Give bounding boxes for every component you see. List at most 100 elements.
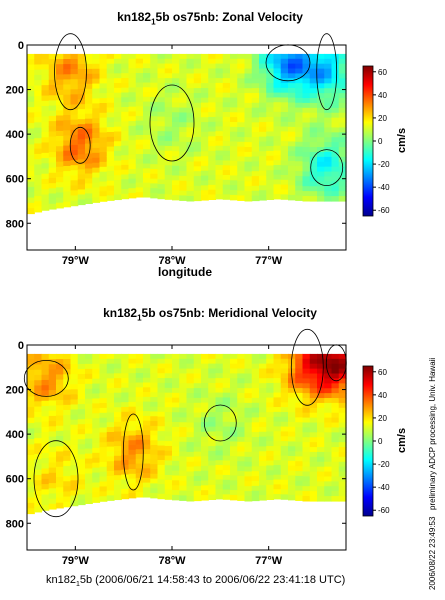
chart-title-meridional: kn18215b os75nb: Meridional Velocity bbox=[103, 306, 317, 323]
velocity-cell bbox=[244, 442, 253, 448]
velocity-cell bbox=[338, 112, 347, 119]
velocity-cell bbox=[27, 359, 35, 366]
y-tick-label: 200 bbox=[6, 385, 24, 397]
velocity-cell bbox=[157, 435, 166, 442]
velocity-cell bbox=[92, 83, 101, 90]
velocity-cell bbox=[244, 466, 253, 473]
velocity-cell bbox=[179, 456, 188, 462]
velocity-cell bbox=[251, 358, 260, 365]
velocity-cell bbox=[266, 363, 275, 370]
velocity-cell bbox=[99, 171, 108, 178]
velocity-cell bbox=[77, 63, 86, 70]
velocity-cell bbox=[150, 387, 159, 393]
velocity-cell bbox=[143, 168, 151, 174]
velocity-cell bbox=[295, 190, 304, 197]
velocity-cell bbox=[150, 488, 159, 494]
velocity-cell bbox=[302, 388, 311, 394]
velocity-cell bbox=[70, 384, 79, 390]
velocity-cell bbox=[85, 418, 93, 425]
velocity-cell bbox=[106, 112, 115, 118]
velocity-cell bbox=[70, 53, 79, 60]
velocity-cell bbox=[143, 120, 151, 127]
velocity-cell bbox=[266, 141, 275, 147]
velocity-cell bbox=[324, 166, 333, 173]
velocity-cell bbox=[41, 79, 50, 86]
velocity-cell bbox=[164, 87, 173, 94]
velocity-cell bbox=[63, 420, 72, 426]
velocity-cell bbox=[244, 393, 253, 399]
velocity-cell bbox=[114, 194, 122, 201]
contour-line bbox=[122, 413, 144, 491]
velocity-cell bbox=[273, 160, 282, 166]
velocity-cell bbox=[208, 68, 217, 74]
velocity-cell bbox=[266, 383, 275, 389]
velocity-cell bbox=[324, 102, 333, 109]
velocity-cell bbox=[324, 461, 333, 468]
velocity-cell bbox=[317, 166, 325, 173]
velocity-cell bbox=[208, 160, 217, 167]
velocity-cell bbox=[193, 166, 202, 172]
velocity-cell bbox=[288, 117, 296, 123]
velocity-cell bbox=[56, 410, 64, 417]
velocity-cell bbox=[157, 140, 166, 147]
velocity-cell bbox=[208, 78, 217, 84]
velocity-cell bbox=[338, 471, 347, 478]
velocity-cell bbox=[85, 143, 93, 150]
velocity-cell bbox=[157, 97, 166, 103]
velocity-cell bbox=[150, 82, 159, 89]
velocity-cell bbox=[164, 78, 173, 84]
velocity-cell bbox=[324, 481, 333, 487]
velocity-cell bbox=[128, 373, 137, 379]
velocity-cell bbox=[259, 141, 267, 148]
velocity-cell bbox=[143, 401, 151, 407]
velocity-cell bbox=[70, 404, 79, 411]
velocity-cell bbox=[121, 140, 130, 147]
velocity-cell bbox=[251, 407, 260, 414]
velocity-cell bbox=[338, 496, 347, 502]
velocity-cell bbox=[48, 374, 57, 381]
velocity-cell bbox=[259, 126, 267, 133]
velocity-cell bbox=[135, 53, 144, 60]
velocity-cell bbox=[63, 450, 72, 457]
velocity-cell bbox=[143, 382, 151, 388]
velocity-cell bbox=[266, 53, 275, 60]
velocity-cell bbox=[92, 78, 101, 85]
velocity-cell bbox=[34, 111, 43, 118]
velocity-cell bbox=[222, 373, 231, 379]
velocity-cell bbox=[338, 147, 347, 153]
velocity-cell bbox=[77, 368, 86, 375]
velocity-cell bbox=[128, 73, 137, 79]
velocity-cell bbox=[164, 363, 173, 370]
velocity-cell bbox=[309, 102, 318, 109]
velocity-cell bbox=[266, 421, 275, 428]
velocity-cell bbox=[215, 363, 224, 370]
velocity-cell bbox=[266, 126, 275, 133]
velocity-cell bbox=[85, 413, 93, 420]
velocity-cell bbox=[309, 451, 318, 458]
velocity-cell bbox=[150, 169, 159, 175]
velocity-cell bbox=[186, 437, 195, 443]
velocity-cell bbox=[259, 368, 267, 374]
velocity-cell bbox=[280, 102, 289, 108]
velocity-cell bbox=[106, 97, 115, 104]
velocity-cell bbox=[338, 137, 347, 143]
velocity-cell bbox=[338, 171, 347, 178]
velocity-cell bbox=[244, 171, 253, 177]
velocity-cell bbox=[106, 417, 115, 423]
velocity-cell bbox=[106, 358, 115, 365]
velocity-cell bbox=[114, 446, 122, 452]
velocity-cell bbox=[41, 463, 50, 470]
velocity-cell bbox=[317, 407, 325, 414]
velocity-cell bbox=[99, 88, 108, 94]
velocity-cell bbox=[114, 63, 122, 70]
velocity-cell bbox=[48, 79, 57, 86]
velocity-cell bbox=[288, 58, 296, 65]
velocity-cell bbox=[92, 128, 101, 134]
velocity-cell bbox=[106, 156, 115, 162]
velocity-cell bbox=[77, 363, 86, 370]
velocity-cell bbox=[179, 117, 188, 123]
velocity-cell bbox=[135, 434, 144, 441]
velocity-cell bbox=[128, 135, 137, 141]
velocity-cell bbox=[41, 90, 50, 97]
velocity-cell bbox=[48, 410, 57, 417]
